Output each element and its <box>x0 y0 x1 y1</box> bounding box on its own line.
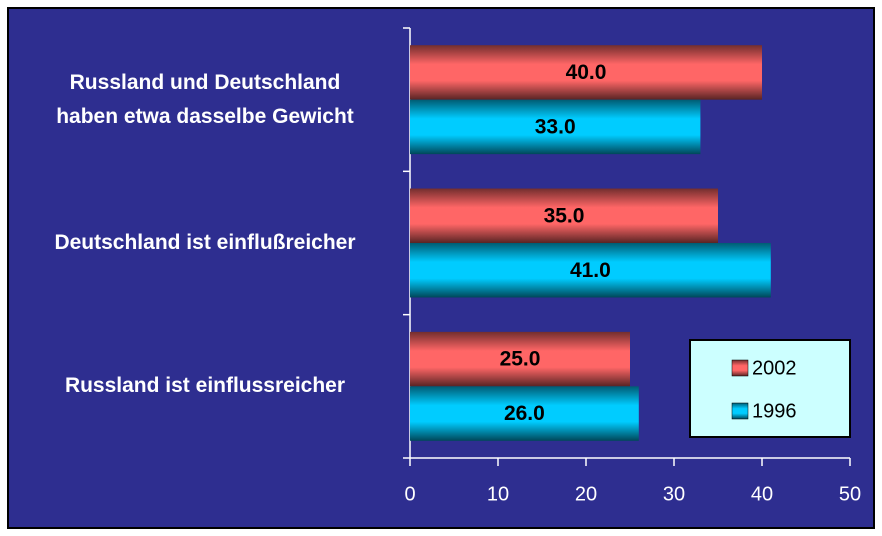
data-label: 26.0 <box>504 402 545 425</box>
legend-label: 2002 <box>752 357 797 379</box>
bar <box>410 386 639 441</box>
data-label: 25.0 <box>500 348 541 371</box>
x-tick-label: 20 <box>575 483 597 505</box>
category-label: Russland und Deutschland haben etwa dass… <box>56 70 354 128</box>
data-label: 41.0 <box>570 259 611 282</box>
x-tick-label: 40 <box>751 483 773 505</box>
x-tick-label: 30 <box>663 483 685 505</box>
x-tick-label: 50 <box>839 483 861 505</box>
legend-swatch <box>731 402 749 420</box>
data-label: 40.0 <box>566 61 607 84</box>
bar <box>410 188 718 243</box>
legend-box <box>689 339 851 438</box>
data-label: 33.0 <box>535 115 576 138</box>
legend-label: 1996 <box>752 400 797 422</box>
bar <box>410 99 701 155</box>
category-label: Deutschland ist einflußreicher <box>54 231 356 254</box>
x-tick-label: 0 <box>404 483 415 505</box>
category-label: Russland ist einflussreicher <box>64 374 346 398</box>
data-label: 35.0 <box>544 204 585 227</box>
bar <box>410 331 630 387</box>
bar <box>410 243 771 298</box>
legend-swatch <box>731 359 749 377</box>
bar <box>410 45 762 100</box>
x-tick-label: 10 <box>487 483 509 505</box>
